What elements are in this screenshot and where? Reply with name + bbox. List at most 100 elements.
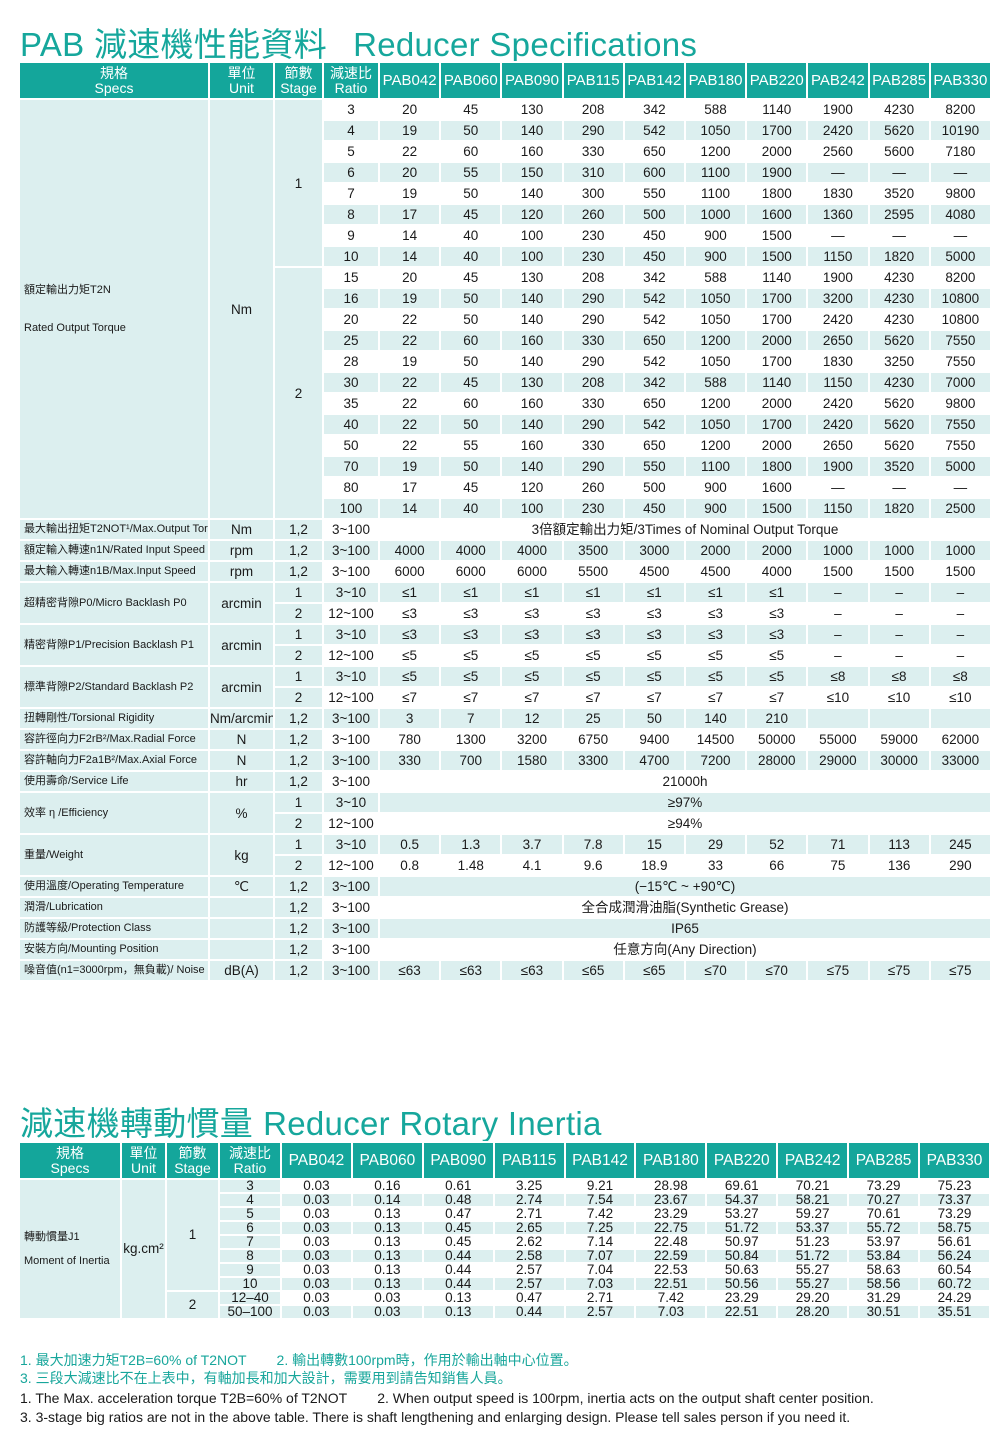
- value-cell-pab180: 588: [683, 371, 748, 394]
- value-cell-pab090: 130: [500, 266, 564, 289]
- value-cell-pab285: 5600: [867, 140, 931, 163]
- footnotes-en-line1: 1. The Max. acceleration torque T2B=60% …: [20, 1390, 874, 1406]
- unit-cell: %: [208, 791, 275, 835]
- value-cell-pab090: 120: [500, 476, 564, 499]
- unit-cell: [208, 896, 275, 919]
- unit-cell: arcmin: [208, 623, 275, 667]
- header-text: 節數: [178, 1144, 207, 1161]
- value-cell-pab090: 120: [500, 203, 564, 226]
- value-cell-pab042: 22: [377, 371, 442, 394]
- value-cell-pab142: 18.9: [622, 854, 686, 877]
- stage-cell: 1,2: [273, 749, 324, 772]
- value-cell-pab180: 1100: [683, 455, 748, 478]
- value-cell-pab142: 542: [622, 350, 686, 373]
- spec-label-text: 使用壽命/Service Life: [24, 775, 129, 787]
- value-cell-pab285: 31.29: [847, 1290, 921, 1306]
- value-cell-pab330: ≤10: [928, 686, 993, 709]
- value-cell-pab242: —: [806, 476, 870, 499]
- value-cell-pab115: 9.6: [561, 854, 625, 877]
- table-row: 9 14 40 100 230 450 900 1500— — —: [19, 224, 993, 247]
- value-cell-pab115: 290: [561, 413, 625, 436]
- value-cell-pab115: 330: [561, 329, 625, 352]
- value-cell-pab180: ≤3: [683, 602, 748, 625]
- value-cell-pab090: 130: [500, 98, 564, 121]
- value-cell-pab042: 22: [377, 140, 442, 163]
- header-pab115: PAB115: [561, 61, 625, 100]
- value-cell-pab220: 1500: [745, 497, 809, 520]
- value-cell-pab115: 230: [561, 497, 625, 520]
- value-cell-pab220: 50.63: [705, 1262, 779, 1278]
- spec-label-text: 容許軸向力F2a1B²/Max.Axial Force: [24, 754, 197, 766]
- value-cell-pab180: 22.51: [634, 1276, 708, 1292]
- header-pab242: PAB242: [806, 61, 870, 100]
- value-cell-pab285: 3520: [867, 182, 931, 205]
- spec-label: 潤滑/Lubrication: [18, 896, 210, 919]
- value-cell-pab242: 2650: [806, 329, 870, 352]
- value-cell-pab142: 650: [622, 140, 686, 163]
- table-row: 4 0.03 0.14 0.48 2.74 7.54 23.67 54.37 58.21 70.2…: [19, 1192, 991, 1208]
- spec-label: 容許軸向力F2a1B²/Max.Axial Force: [18, 749, 210, 772]
- value-cell-pab285: 59000: [867, 728, 931, 751]
- value-cell-pab115: 3300: [561, 749, 625, 772]
- value-cell-pab220: 1140: [745, 371, 809, 394]
- value-cell-pab142: ≤3: [622, 623, 686, 646]
- value-cell-pab090: 4000: [500, 539, 564, 562]
- stage-cell: 1: [273, 623, 324, 646]
- header-text: Specs: [50, 1159, 90, 1176]
- value-cell-pab285: 1500: [867, 560, 931, 583]
- value-cell-pab115: ≤5: [561, 665, 625, 688]
- table-row: 2 12~100 ≤7 ≤7 ≤7 ≤7 ≤7 ≤7 ≤7 ≤10 ≤10 ≤10: [19, 686, 993, 709]
- value-cell-pab180: 22.48: [634, 1234, 708, 1250]
- value-cell-pab142: 9400: [622, 728, 686, 751]
- value-cell-pab090: 0.44: [421, 1248, 495, 1264]
- value-cell-pab285: 4230: [867, 308, 931, 331]
- ratio-cell: 3~100: [322, 749, 380, 772]
- ratio-cell: 4: [218, 1192, 282, 1208]
- value-cell-pab220: ≤3: [745, 623, 809, 646]
- value-cell-pab285: 53.84: [847, 1248, 921, 1264]
- value-cell-pab115: 208: [561, 98, 625, 121]
- stage-cell: 1: [165, 1178, 220, 1292]
- value-cell-pab220: 2000: [745, 329, 809, 352]
- value-cell-pab285: ≤8: [867, 665, 931, 688]
- spec-title-en: Reducer Specifications: [353, 26, 698, 63]
- ratio-cell: 3: [322, 98, 380, 121]
- value-cell-pab115: 290: [561, 308, 625, 331]
- value-cell-pab060: 50: [439, 308, 503, 331]
- table-row: 2 12~100 ≤3 ≤3 ≤3 ≤3 ≤3 ≤3 ≤3– – –: [19, 602, 993, 625]
- stage-cell: 1: [273, 581, 324, 604]
- table-row: 最大輸入轉速n1B/Max.Input Speed rpm 1,2 3~100 6000…: [18, 560, 993, 583]
- header-row: 規格 Specs 單位 Unit 節數 Stage 減速比 Ratio PAB042 PA…: [18, 1141, 991, 1180]
- header-text: Ratio: [233, 1159, 267, 1176]
- value-cell-pab180: 900: [683, 476, 748, 499]
- header-text: 單位: [129, 1144, 158, 1161]
- value-cell-pab330: —: [928, 476, 993, 499]
- ratio-cell: 12~100: [322, 854, 380, 877]
- value-cell-pab142: 550: [622, 182, 686, 205]
- value-cell-pab042: 0.03: [280, 1192, 353, 1208]
- header-pab330: PAB330: [918, 1141, 991, 1180]
- value-cell-pab090: ≤5: [500, 665, 564, 688]
- header-text: Ratio: [334, 79, 368, 96]
- value-cell-pab060: 0.13: [350, 1262, 424, 1278]
- header-pab042: PAB042: [280, 1141, 353, 1180]
- value-cell-pab060: 50: [439, 182, 503, 205]
- value-cell-pab090: 1580: [500, 749, 564, 772]
- value-cell-pab180: 1000: [683, 203, 748, 226]
- value-cell-pab060: 700: [439, 749, 503, 772]
- note-zh-3: 3. 三段大減速比不在上表中，有軸加長和加大設計，需要用到請告知銷售人員。: [20, 1370, 512, 1386]
- value-cell-pab220: 1700: [745, 119, 809, 142]
- value-cell-pab285: —: [867, 476, 931, 499]
- unit-cell: kg: [208, 833, 275, 877]
- ratio-cell: 80: [322, 476, 380, 499]
- header-row: 規格 Specs 單位 Unit 節數 Stage 減速比 Ratio PAB042 PA…: [18, 61, 993, 100]
- value-cell-pab180: 1050: [683, 413, 748, 436]
- unit-cell: kg.cm²: [120, 1178, 167, 1320]
- spec-label-text: 標準背隙P2/Standard Backlash P2: [24, 680, 194, 693]
- ratio-cell: 3~10: [322, 581, 380, 604]
- value-cell-pab180: 7200: [683, 749, 748, 772]
- value-cell-pab060: ≤1: [439, 581, 503, 604]
- value-cell-pab042: ≤1: [377, 581, 442, 604]
- ratio-cell: 3~100: [322, 539, 380, 562]
- value-cell-pab142: 550: [622, 455, 686, 478]
